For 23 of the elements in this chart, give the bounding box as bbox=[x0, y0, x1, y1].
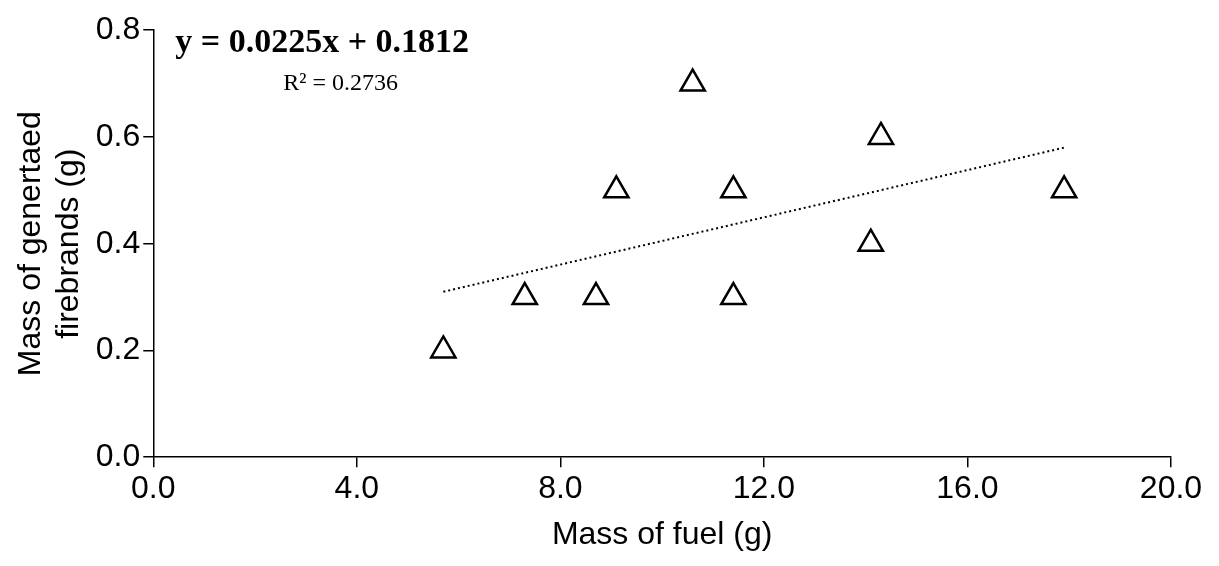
y-tick-label: 0.2 bbox=[95, 330, 141, 367]
x-tick-label: 12.0 bbox=[732, 469, 796, 506]
point bbox=[511, 281, 539, 306]
x-axis-title: Mass of fuel (g) bbox=[551, 514, 773, 551]
y-tick-label: 0.8 bbox=[95, 10, 141, 47]
point bbox=[857, 228, 885, 252]
x-tick-label: 20.0 bbox=[1139, 469, 1203, 506]
point bbox=[679, 68, 707, 92]
point bbox=[720, 281, 747, 306]
x-tick-label: 16.0 bbox=[936, 469, 999, 506]
point bbox=[720, 175, 747, 199]
point bbox=[867, 121, 895, 146]
annotation: y = 0.0225x + 0.1812 bbox=[175, 22, 470, 60]
point bbox=[602, 175, 630, 199]
y-tick-label: 0.6 bbox=[95, 116, 141, 153]
point bbox=[582, 281, 610, 306]
y-tick-label: 0.4 bbox=[95, 223, 141, 260]
x-tick-label: 8.0 bbox=[538, 469, 583, 506]
y-axis-title: Mass of genertaed firebrands (g) bbox=[11, 111, 86, 377]
annotation: R² = 0.2736 bbox=[283, 69, 399, 96]
x-tick-label: 4.0 bbox=[334, 469, 380, 506]
point bbox=[1050, 175, 1078, 199]
point bbox=[429, 335, 457, 359]
